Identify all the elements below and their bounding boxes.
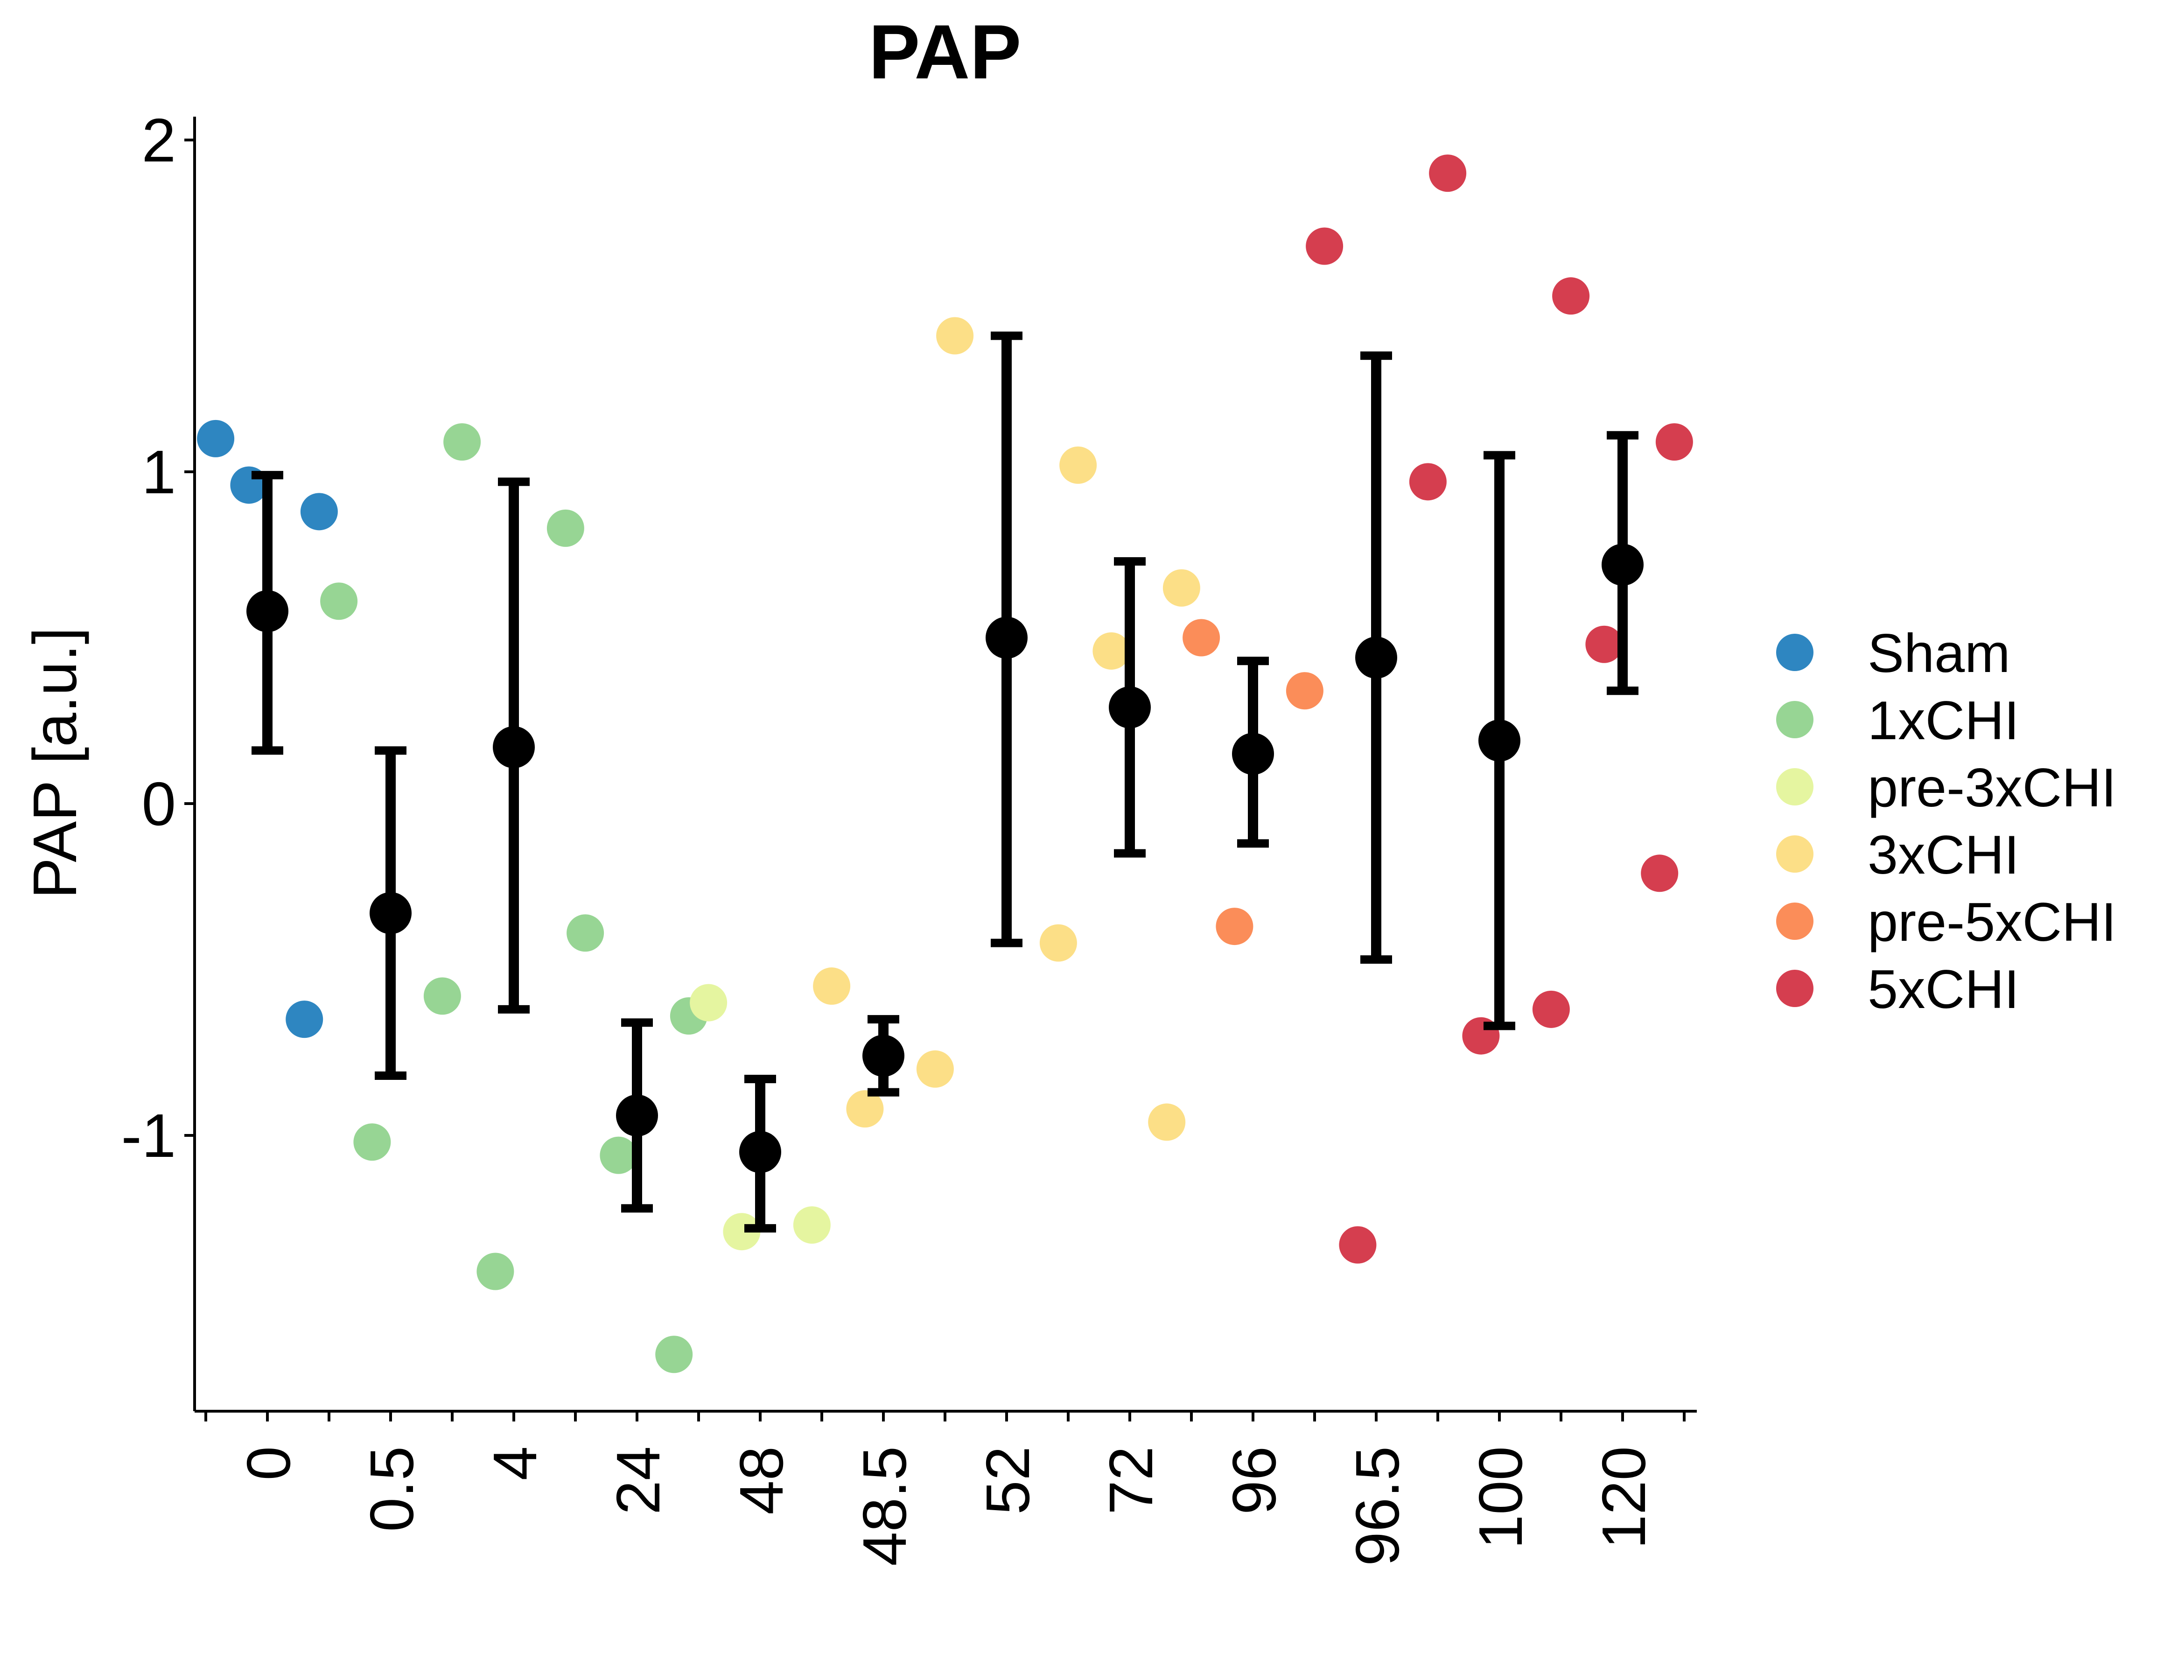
mean-point — [862, 1035, 904, 1077]
data-point — [846, 1090, 884, 1128]
legend-key — [1776, 701, 1813, 738]
y-tick-label: -1 — [121, 1101, 176, 1170]
x-tick-label: 100 — [1466, 1446, 1535, 1549]
legend-label: pre-3xCHI — [1868, 757, 2116, 818]
data-point — [197, 420, 235, 457]
data-point — [1339, 1226, 1377, 1264]
data-point — [286, 1001, 323, 1038]
data-point — [353, 1123, 391, 1161]
data-point — [1429, 154, 1467, 192]
mean-point — [246, 590, 288, 632]
x-tick-label: 48 — [727, 1446, 796, 1515]
chart-title: PAP — [868, 9, 1021, 95]
mean-point — [370, 892, 412, 934]
data-point — [423, 977, 461, 1015]
data-point — [600, 1136, 637, 1174]
data-point — [1216, 908, 1253, 945]
data-point — [690, 984, 728, 1022]
data-point — [1092, 632, 1130, 670]
x-tick-label: 120 — [1589, 1446, 1658, 1549]
data-point — [1655, 423, 1693, 461]
mean-point — [616, 1094, 658, 1137]
legend-key — [1776, 970, 1813, 1007]
data-point — [1409, 463, 1447, 501]
data-point — [1286, 672, 1323, 710]
y-tick-label: 2 — [142, 106, 176, 175]
x-tick-label: 0 — [234, 1446, 303, 1480]
data-point — [655, 1336, 693, 1373]
legend-key — [1776, 835, 1813, 873]
x-tick-label: 72 — [1097, 1446, 1165, 1515]
data-point — [546, 509, 584, 547]
legend-label: Sham — [1868, 623, 2010, 684]
mean-point — [493, 726, 535, 769]
legend-key — [1776, 903, 1813, 940]
x-tick-label: 24 — [604, 1446, 672, 1515]
data-point — [476, 1253, 514, 1290]
x-tick-label: 0.5 — [357, 1446, 426, 1532]
data-point — [300, 493, 338, 531]
y-axis-title: PAP [a.u.] — [21, 627, 89, 899]
mean-point — [986, 616, 1028, 659]
y-tick-label: 0 — [142, 770, 176, 838]
data-point — [1532, 990, 1570, 1028]
x-tick-label: 96.5 — [1343, 1446, 1412, 1566]
data-point — [1585, 625, 1623, 663]
data-point — [1641, 854, 1679, 892]
legend-key — [1776, 768, 1813, 805]
data-point — [1162, 569, 1200, 607]
data-point — [916, 1050, 954, 1088]
x-tick-label: 96 — [1220, 1446, 1288, 1515]
mean-point — [1355, 637, 1397, 679]
data-point — [1306, 227, 1344, 265]
y-tick-label: 1 — [142, 438, 176, 506]
legend-label: 1xCHI — [1868, 690, 2019, 751]
data-point — [443, 423, 481, 461]
mean-point — [739, 1131, 781, 1173]
legend-label: 5xCHI — [1868, 959, 2019, 1020]
data-point — [320, 582, 358, 620]
legend-label: pre-5xCHI — [1868, 891, 2116, 952]
x-tick-label: 48.5 — [850, 1446, 919, 1566]
legend-key — [1776, 634, 1813, 671]
data-point — [1183, 619, 1220, 657]
legend-label: 3xCHI — [1868, 824, 2019, 885]
mean-point — [1602, 544, 1644, 586]
data-point — [1039, 924, 1077, 962]
data-point — [1148, 1103, 1186, 1141]
data-point — [1059, 446, 1097, 484]
mean-point — [1109, 686, 1151, 728]
data-point — [813, 967, 851, 1005]
data-point — [936, 317, 974, 355]
mean-point — [1232, 733, 1274, 775]
data-point — [793, 1206, 831, 1244]
mean-point — [1478, 719, 1520, 762]
data-point — [567, 914, 604, 952]
data-point — [723, 1213, 761, 1251]
x-tick-label: 52 — [973, 1446, 1042, 1515]
x-tick-label: 4 — [481, 1446, 549, 1480]
data-point — [1552, 277, 1590, 315]
